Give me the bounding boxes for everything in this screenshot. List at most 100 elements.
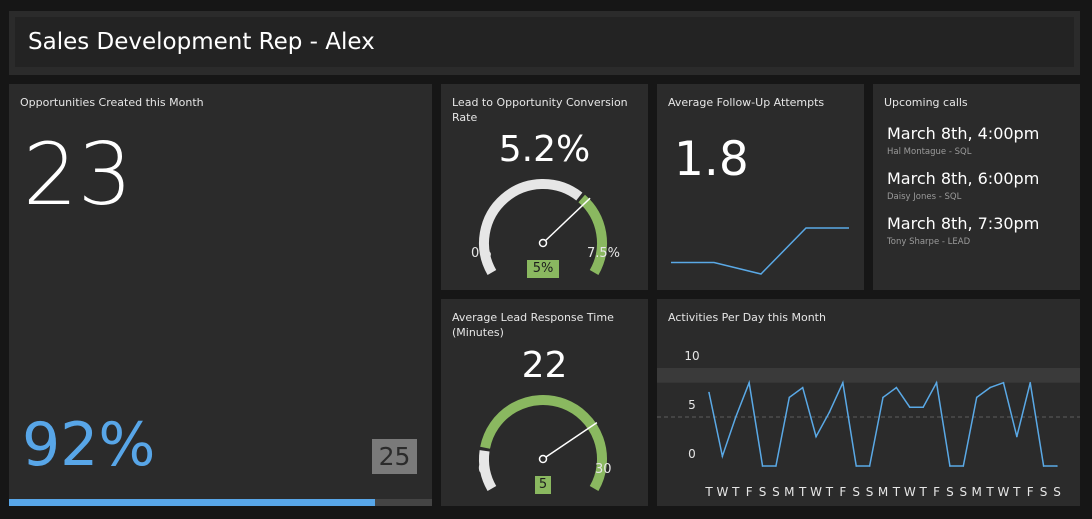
conversion-panel: Lead to Opportunity Conversion Rate 5.2%… (441, 84, 648, 290)
gauge-pivot (538, 454, 548, 464)
data-point (949, 465, 951, 467)
sparkline-series (671, 227, 849, 275)
data-point (815, 435, 817, 438)
x-tick-label: F (1027, 485, 1034, 499)
gauge-target-arc (480, 395, 607, 491)
x-tick-label: W (716, 485, 728, 499)
data-point (842, 381, 844, 384)
data-point (708, 391, 710, 394)
call-time: March 8th, 6:00pm (887, 169, 1040, 188)
x-tick-label: T (918, 485, 927, 499)
gauge-target-arc (578, 194, 607, 275)
data-point (801, 386, 804, 389)
data-point (989, 386, 991, 389)
gauge-track-arc (479, 450, 497, 491)
data-point (962, 465, 965, 467)
conversion-value: 5.2% (498, 129, 591, 170)
x-tick-label: T (798, 485, 807, 499)
x-tick-label: W (904, 485, 916, 499)
series-line (708, 379, 1057, 467)
data-point (788, 396, 791, 399)
page-title: Sales Development Rep - Alex (28, 29, 375, 55)
data-point (908, 406, 911, 408)
call-item[interactable]: March 8th, 7:30pm Tony Sharpe - LEAD (887, 214, 1039, 247)
data-point (761, 465, 764, 467)
data-point (734, 416, 737, 418)
gauge-min-label: 0 (478, 462, 487, 477)
x-tick-label: S (759, 485, 767, 499)
followup-sparkline (671, 227, 849, 275)
header-inner (15, 17, 1074, 67)
x-tick-label: T (1012, 485, 1021, 499)
y-tick-label: 10 (684, 349, 699, 363)
data-point (775, 465, 777, 467)
data-point (1016, 435, 1018, 438)
panel-title: Average Follow-Up Attempts (668, 96, 825, 109)
data-point (975, 396, 978, 399)
data-point (1056, 465, 1058, 467)
y-tick-label: 5 (688, 398, 696, 412)
target-band (657, 368, 1080, 383)
data-point (922, 406, 924, 408)
call-contact: Hal Montague - SQL (887, 147, 972, 157)
chart-title: Activities Per Day this Month (668, 311, 826, 324)
call-time: March 8th, 7:30pm (887, 214, 1040, 233)
panel-title: Opportunities Created this Month (20, 96, 204, 109)
data-point (855, 465, 858, 467)
x-tick-label: S (852, 485, 860, 499)
gauge-pivot (538, 238, 548, 248)
x-tick-label: S (946, 485, 954, 499)
x-tick-label: F (839, 485, 846, 499)
x-tick-label: F (746, 485, 753, 499)
gauge-max-label: 30 (595, 462, 612, 477)
x-tick-label: T (825, 485, 834, 499)
panel-title: Lead to Opportunity Conversion Rate (452, 96, 628, 124)
call-time: March 8th, 4:00pm (887, 124, 1040, 143)
x-tick-label: T (892, 485, 901, 499)
call-item[interactable]: March 8th, 4:00pm Hal Montague - SQL (887, 124, 1039, 157)
y-tick-label: 0 (688, 447, 696, 461)
data-point (828, 411, 831, 413)
opportunities-panel: Opportunities Created this Month 23 92% … (9, 84, 432, 506)
data-point (1029, 381, 1032, 384)
gauge-max-label: 7.5% (587, 246, 621, 261)
opportunities-progress-fill (9, 499, 375, 506)
x-tick-label: S (866, 485, 874, 499)
gauge-min-label: 0% (471, 246, 492, 261)
x-tick-label: W (810, 485, 822, 499)
x-tick-label: S (959, 485, 967, 499)
calls-panel: Upcoming calls March 8th, 4:00pm Hal Mon… (873, 84, 1080, 290)
followup-value: 1.8 (674, 132, 749, 187)
response-panel: Average Lead Response Time (Minutes) 22 … (441, 299, 648, 506)
call-item[interactable]: March 8th, 6:00pm Daisy Jones - SQL (887, 169, 1039, 202)
x-tick-label: M (972, 485, 982, 499)
x-tick-label: S (772, 485, 780, 499)
data-point (882, 396, 884, 399)
x-tick-label: S (1040, 485, 1048, 499)
data-point (1042, 465, 1045, 467)
x-tick-label: W (998, 485, 1010, 499)
x-tick-label: T (731, 485, 740, 499)
opportunities-progress-track (9, 499, 432, 506)
conversion-gauge (479, 179, 607, 275)
opportunities-percent: 92% (22, 410, 156, 480)
gauge-needle (542, 422, 598, 460)
response-value: 22 (521, 345, 568, 386)
panel-title: Upcoming calls (884, 96, 968, 109)
x-tick-label: T (704, 485, 713, 499)
data-point (935, 381, 938, 384)
x-tick-label: S (1053, 485, 1061, 499)
opportunities-value: 23 (23, 125, 133, 225)
x-tick-label: M (784, 485, 794, 499)
x-tick-label: F (933, 485, 940, 499)
data-point (721, 455, 724, 457)
data-point (1002, 381, 1005, 384)
data-point (748, 381, 750, 384)
response-gauge (479, 395, 607, 491)
header-bar: Sales Development Rep - Alex (9, 11, 1080, 75)
gauge-track-arc (479, 179, 583, 275)
gauge-needle (542, 197, 591, 244)
followup-panel: Average Follow-Up Attempts 1.8 (657, 84, 864, 290)
call-contact: Daisy Jones - SQL (887, 192, 962, 202)
